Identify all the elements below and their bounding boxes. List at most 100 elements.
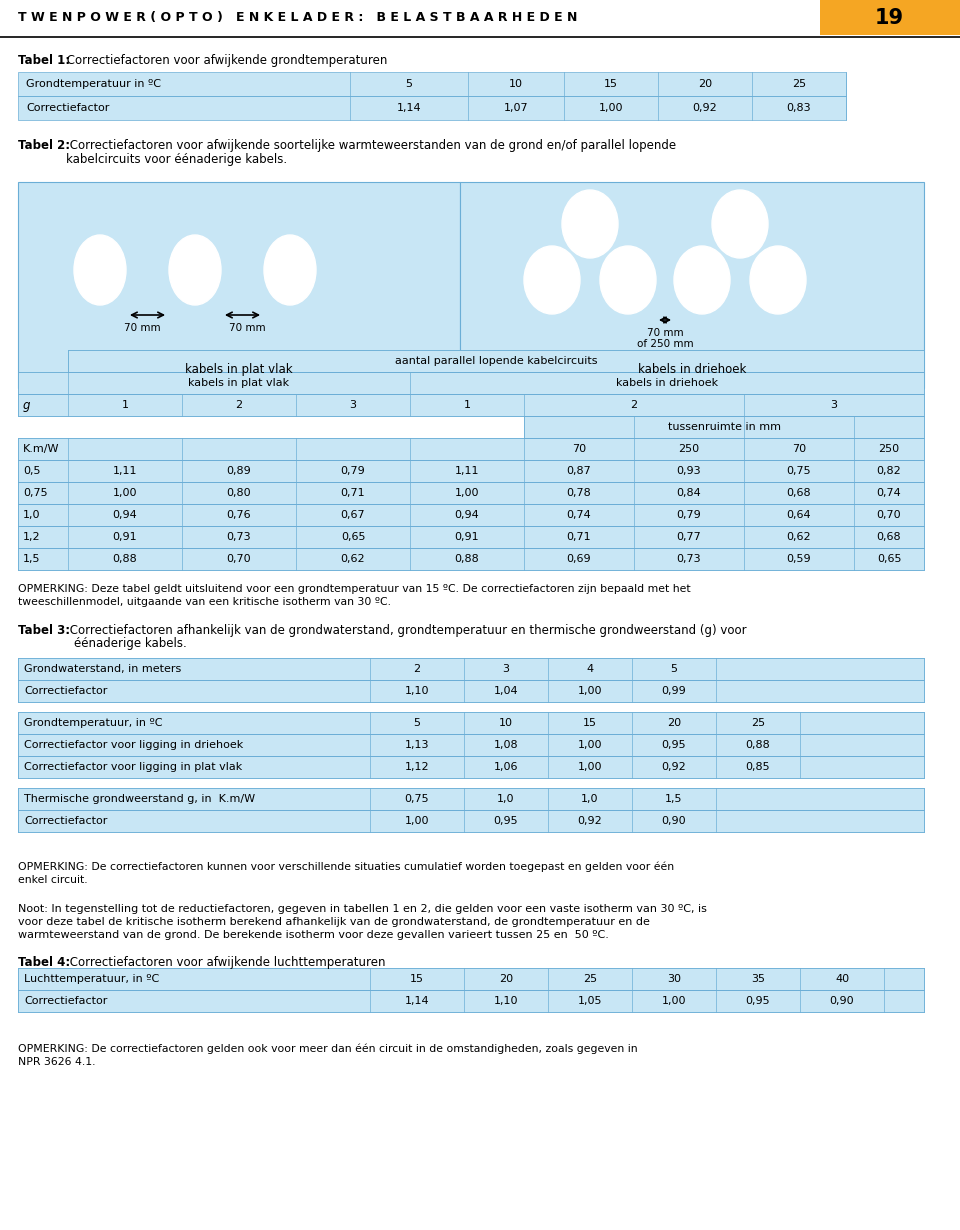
Bar <box>18 658 924 680</box>
Text: Grondwaterstand, in meters: Grondwaterstand, in meters <box>24 664 181 674</box>
Text: Grondtemperatuur, in ºC: Grondtemperatuur, in ºC <box>24 718 162 728</box>
Text: 5: 5 <box>414 718 420 728</box>
Bar <box>68 351 924 371</box>
Text: 0,74: 0,74 <box>876 488 901 498</box>
Bar <box>18 526 924 549</box>
Text: 0,71: 0,71 <box>341 488 366 498</box>
Text: Tabel 4:: Tabel 4: <box>18 956 70 969</box>
Text: 0,88: 0,88 <box>455 554 479 565</box>
Text: T W E N P O W E R ( O P T O )   E N K E L A D E R :   B E L A S T B A A R H E D : T W E N P O W E R ( O P T O ) E N K E L … <box>18 11 577 25</box>
Text: 1,08: 1,08 <box>493 740 518 750</box>
Text: 10: 10 <box>499 718 513 728</box>
Ellipse shape <box>74 235 126 305</box>
Text: 1,0: 1,0 <box>497 795 515 804</box>
Text: 1,05: 1,05 <box>578 996 602 1006</box>
Text: kabelcircuits voor éénaderige kabels.: kabelcircuits voor éénaderige kabels. <box>66 153 287 166</box>
Text: 70 mm: 70 mm <box>124 323 161 333</box>
Bar <box>18 182 460 387</box>
Text: 1,06: 1,06 <box>493 763 518 772</box>
Text: kabels in plat vlak: kabels in plat vlak <box>188 378 290 387</box>
Text: 0,95: 0,95 <box>493 815 518 827</box>
Text: 0,78: 0,78 <box>566 488 591 498</box>
Text: warmteweerstand van de grond. De berekende isotherm voor deze gevallen varieert : warmteweerstand van de grond. De bereken… <box>18 930 609 940</box>
Text: 0,92: 0,92 <box>578 815 602 827</box>
Text: 0,62: 0,62 <box>341 554 366 565</box>
Text: 0,73: 0,73 <box>677 554 702 565</box>
Text: 1,00: 1,00 <box>112 488 137 498</box>
Text: 1: 1 <box>464 400 470 410</box>
Text: 0,62: 0,62 <box>786 533 811 542</box>
Bar <box>460 182 924 387</box>
Bar <box>18 712 924 734</box>
Bar <box>18 438 924 460</box>
Text: tussenruimte in mm: tussenruimte in mm <box>667 422 780 432</box>
Bar <box>0 0 960 34</box>
Text: 0,73: 0,73 <box>227 533 252 542</box>
Ellipse shape <box>169 235 221 305</box>
Text: 15: 15 <box>604 79 618 89</box>
Text: 3: 3 <box>502 664 510 674</box>
Text: kabels in plat vlak: kabels in plat vlak <box>185 363 293 376</box>
Text: 0,75: 0,75 <box>405 795 429 804</box>
Bar <box>18 788 924 811</box>
Text: 0,75: 0,75 <box>23 488 48 498</box>
Text: 1,00: 1,00 <box>455 488 479 498</box>
Text: 0,59: 0,59 <box>786 554 811 565</box>
Text: 0,67: 0,67 <box>341 510 366 520</box>
Text: 0,91: 0,91 <box>455 533 479 542</box>
Bar <box>524 416 924 438</box>
Text: Tabel 2:: Tabel 2: <box>18 139 70 153</box>
Text: 0,76: 0,76 <box>227 510 252 520</box>
Text: 1,00: 1,00 <box>578 763 602 772</box>
Bar <box>18 504 924 526</box>
Bar <box>18 680 924 702</box>
Text: 2: 2 <box>414 664 420 674</box>
Text: 0,75: 0,75 <box>786 466 811 476</box>
Text: 25: 25 <box>583 974 597 984</box>
Text: Grondtemperatuur in ºC: Grondtemperatuur in ºC <box>26 79 161 89</box>
Text: Thermische grondweerstand g, in  K.m/W: Thermische grondweerstand g, in K.m/W <box>24 795 255 804</box>
Text: 20: 20 <box>499 974 513 984</box>
Text: Tabel 3:: Tabel 3: <box>18 624 70 637</box>
Text: 1,12: 1,12 <box>405 763 429 772</box>
Bar <box>18 371 924 394</box>
Text: Correctiefactor: Correctiefactor <box>24 686 108 696</box>
Ellipse shape <box>600 246 656 314</box>
Text: 0,84: 0,84 <box>677 488 702 498</box>
Text: 1,5: 1,5 <box>23 554 40 565</box>
Text: 10: 10 <box>509 79 523 89</box>
Text: 0,90: 0,90 <box>661 815 686 827</box>
Text: Noot: In tegenstelling tot de reductiefactoren, gegeven in tabellen 1 en 2, die : Noot: In tegenstelling tot de reductiefa… <box>18 904 707 914</box>
Text: 0,71: 0,71 <box>566 533 591 542</box>
Text: Correctiefactor: Correctiefactor <box>24 815 108 827</box>
Text: aantal parallel lopende kabelcircuits: aantal parallel lopende kabelcircuits <box>395 355 597 367</box>
Text: 1,0: 1,0 <box>581 795 599 804</box>
Text: 0,79: 0,79 <box>677 510 702 520</box>
Text: 0,92: 0,92 <box>692 103 717 113</box>
Text: 25: 25 <box>792 79 806 89</box>
Text: 1,2: 1,2 <box>23 533 40 542</box>
Text: tweeschillenmodel, uitgaande van een kritische isotherm van 30 ºC.: tweeschillenmodel, uitgaande van een kri… <box>18 597 391 606</box>
Text: éénaderige kabels.: éénaderige kabels. <box>74 637 187 649</box>
Text: 1,00: 1,00 <box>578 740 602 750</box>
Text: 4: 4 <box>587 664 593 674</box>
Bar <box>18 96 846 121</box>
Text: OPMERKING: De correctiefactoren gelden ook voor meer dan één circuit in de omsta: OPMERKING: De correctiefactoren gelden o… <box>18 1044 637 1054</box>
Text: Correctiefactor voor ligging in plat vlak: Correctiefactor voor ligging in plat vla… <box>24 763 242 772</box>
Text: Luchttemperatuur, in ºC: Luchttemperatuur, in ºC <box>24 974 159 984</box>
Text: 0,94: 0,94 <box>455 510 479 520</box>
Text: 250: 250 <box>679 444 700 454</box>
Text: 1,10: 1,10 <box>405 686 429 696</box>
Text: kabels in driehoek: kabels in driehoek <box>637 363 746 376</box>
Ellipse shape <box>264 235 316 305</box>
Text: 40: 40 <box>835 974 849 984</box>
Text: 1,13: 1,13 <box>405 740 429 750</box>
Text: 0,68: 0,68 <box>876 533 901 542</box>
Text: 35: 35 <box>751 974 765 984</box>
Text: OPMERKING: Deze tabel geldt uitsluitend voor een grondtemperatuur van 15 ºC. De : OPMERKING: Deze tabel geldt uitsluitend … <box>18 584 690 594</box>
Text: voor deze tabel de kritische isotherm berekend afhankelijk van de grondwaterstan: voor deze tabel de kritische isotherm be… <box>18 918 650 927</box>
Text: 1,00: 1,00 <box>661 996 686 1006</box>
Text: 0,74: 0,74 <box>566 510 591 520</box>
Bar <box>18 968 924 990</box>
Text: 0,80: 0,80 <box>227 488 252 498</box>
